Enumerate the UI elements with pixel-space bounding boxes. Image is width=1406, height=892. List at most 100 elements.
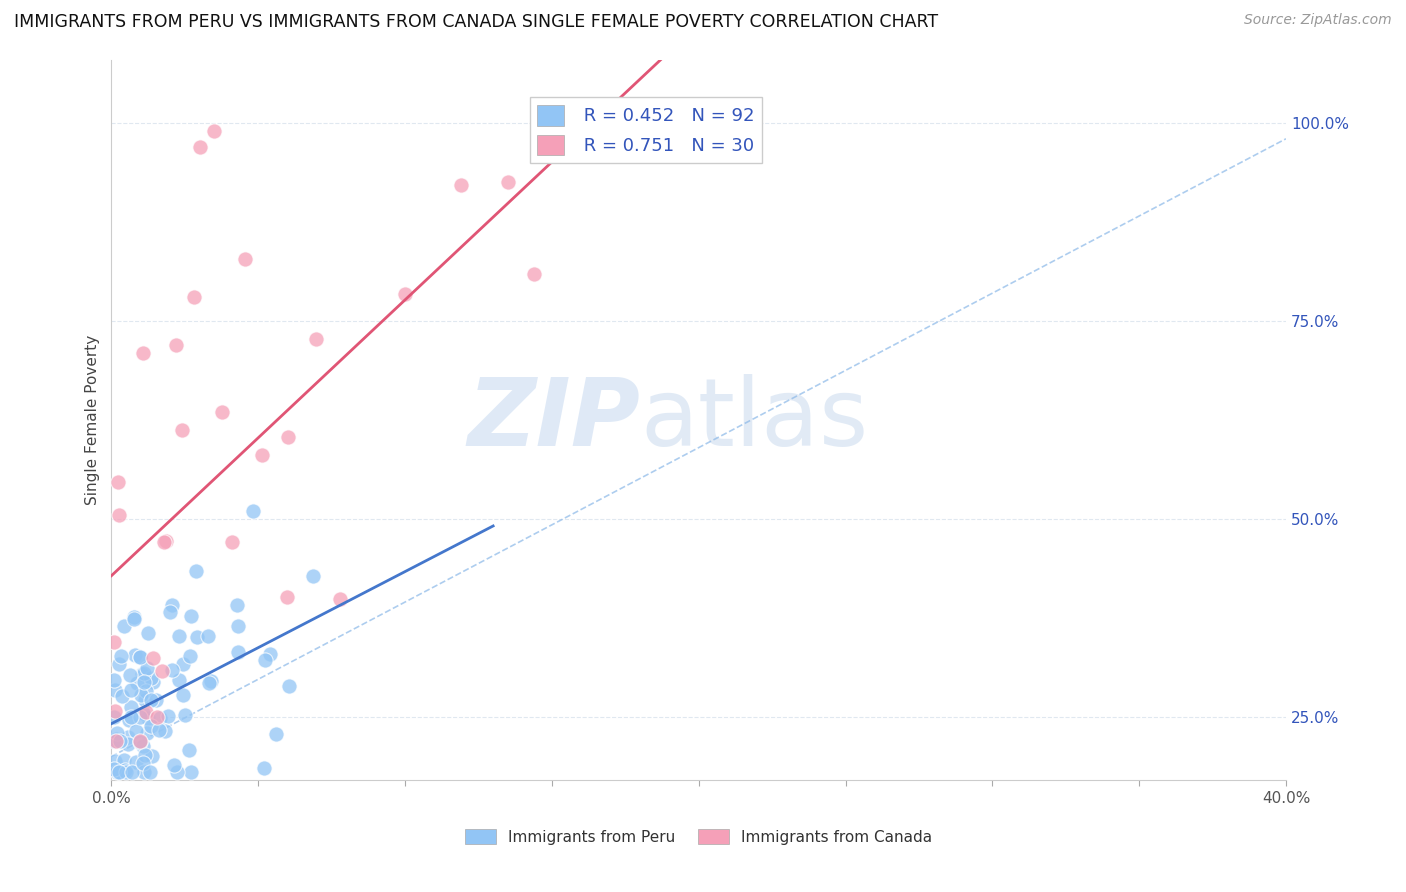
Point [159, 605, 181, 619]
Point [111, 689, 134, 703]
Point [120, 710, 142, 724]
Point [129, 650, 152, 665]
Point [132, 346, 155, 360]
Point [165, 337, 187, 351]
Point [129, 689, 152, 703]
Point [250, 448, 273, 462]
Point [112, 618, 135, 632]
Point [114, 764, 136, 778]
Text: ZIP: ZIP [467, 374, 640, 466]
Point [197, 676, 219, 690]
Point [128, 649, 150, 664]
Point [329, 592, 352, 607]
Point [142, 675, 165, 690]
Point [105, 765, 128, 780]
Point [276, 590, 298, 604]
Point [134, 765, 156, 780]
Point [145, 710, 167, 724]
Point [225, 598, 247, 612]
Point [108, 508, 131, 523]
Point [117, 730, 139, 744]
Point [221, 535, 243, 549]
Point [129, 733, 152, 747]
Point [264, 727, 287, 741]
Text: atlas: atlas [640, 374, 869, 466]
Point [136, 726, 159, 740]
Point [160, 598, 183, 612]
Point [136, 626, 159, 640]
Point [132, 739, 155, 754]
Point [394, 287, 416, 301]
Point [139, 671, 162, 685]
Point [124, 610, 146, 624]
Point [139, 765, 162, 780]
Point [128, 709, 150, 723]
Point [186, 630, 208, 644]
Point [110, 649, 132, 664]
Point [125, 723, 148, 738]
Point [242, 504, 264, 518]
Point [104, 682, 127, 697]
Point [173, 708, 195, 723]
Y-axis label: Single Female Poverty: Single Female Poverty [86, 334, 100, 505]
Point [233, 252, 256, 267]
Point [160, 663, 183, 677]
Point [104, 733, 127, 747]
Point [108, 765, 131, 780]
Point [155, 534, 177, 549]
Point [122, 612, 145, 626]
Point [136, 711, 159, 725]
Point [104, 704, 127, 718]
Point [184, 564, 207, 578]
Point [134, 748, 156, 763]
Point [104, 755, 127, 769]
Point [150, 664, 173, 678]
Point [277, 429, 299, 443]
Point [141, 749, 163, 764]
Point [148, 723, 170, 737]
Point [103, 673, 125, 687]
Legend:  R = 0.452   N = 92,  R = 0.751   N = 30: R = 0.452 N = 92, R = 0.751 N = 30 [530, 97, 762, 162]
Point [259, 647, 281, 661]
Point [188, 139, 211, 153]
Point [200, 674, 222, 689]
Point [108, 765, 131, 780]
Point [114, 765, 136, 780]
Point [145, 693, 167, 707]
Point [139, 718, 162, 732]
Point [166, 765, 188, 780]
Point [110, 733, 132, 747]
Point [157, 708, 180, 723]
Point [135, 661, 157, 675]
Point [120, 668, 142, 682]
Point [125, 756, 148, 770]
Point [167, 673, 190, 687]
Point [105, 725, 128, 739]
Point [202, 124, 225, 138]
Point [302, 569, 325, 583]
Point [523, 268, 546, 282]
Point [305, 333, 328, 347]
Point [450, 178, 472, 192]
Point [103, 635, 125, 649]
Point [183, 290, 205, 304]
Point [496, 175, 519, 189]
Point [253, 761, 276, 775]
Point [253, 653, 276, 667]
Point [104, 731, 127, 746]
Point [135, 705, 157, 719]
Point [132, 756, 155, 770]
Point [135, 684, 157, 698]
Point [153, 723, 176, 738]
Point [125, 676, 148, 690]
Point [179, 649, 201, 664]
Point [197, 629, 219, 643]
Point [134, 693, 156, 707]
Point [149, 711, 172, 725]
Text: Source: ZipAtlas.com: Source: ZipAtlas.com [1244, 13, 1392, 28]
Point [180, 765, 202, 780]
Point [132, 706, 155, 720]
Point [131, 666, 153, 681]
Point [152, 534, 174, 549]
Point [103, 710, 125, 724]
